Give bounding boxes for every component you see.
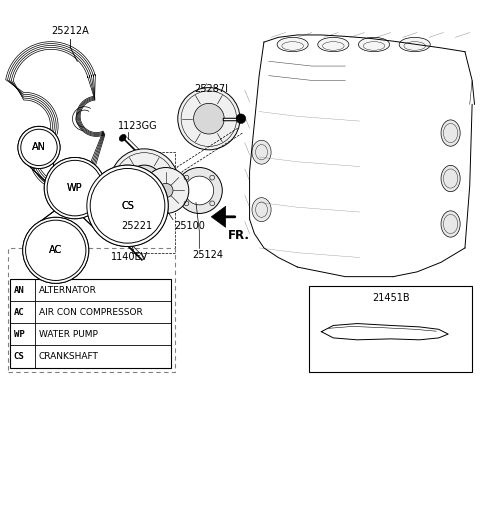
- Circle shape: [90, 168, 165, 243]
- Text: 21451B: 21451B: [372, 294, 409, 303]
- FancyBboxPatch shape: [179, 180, 201, 201]
- Circle shape: [47, 160, 103, 216]
- Text: 25124: 25124: [192, 250, 223, 260]
- Circle shape: [236, 114, 246, 124]
- Text: 1140EV: 1140EV: [111, 252, 148, 262]
- Ellipse shape: [122, 241, 129, 247]
- Circle shape: [90, 168, 165, 243]
- Circle shape: [87, 165, 168, 247]
- Circle shape: [87, 165, 168, 247]
- Circle shape: [23, 217, 89, 283]
- Ellipse shape: [441, 165, 460, 192]
- Text: WP: WP: [67, 183, 83, 193]
- Polygon shape: [211, 207, 226, 227]
- Text: CS: CS: [121, 201, 134, 211]
- Text: AN: AN: [13, 286, 24, 295]
- Text: CS: CS: [121, 201, 134, 211]
- Circle shape: [178, 88, 240, 150]
- Ellipse shape: [120, 134, 126, 141]
- Text: AIR CON COMPRESSOR: AIR CON COMPRESSOR: [39, 308, 143, 317]
- Circle shape: [143, 167, 189, 214]
- Text: FR.: FR.: [228, 229, 250, 242]
- Circle shape: [25, 220, 86, 281]
- Ellipse shape: [441, 211, 460, 237]
- Text: AC: AC: [49, 245, 62, 255]
- Text: 25221: 25221: [121, 221, 153, 231]
- Text: CRANKSHAFT: CRANKSHAFT: [39, 352, 99, 361]
- Circle shape: [21, 129, 57, 166]
- Circle shape: [176, 167, 222, 214]
- Circle shape: [136, 175, 153, 192]
- Text: WATER PUMP: WATER PUMP: [39, 330, 98, 339]
- Text: WP: WP: [67, 183, 83, 193]
- Text: WP: WP: [13, 330, 24, 339]
- Ellipse shape: [252, 140, 271, 164]
- Circle shape: [18, 126, 60, 168]
- Circle shape: [140, 179, 149, 188]
- Circle shape: [21, 129, 57, 166]
- Circle shape: [47, 160, 103, 216]
- Circle shape: [126, 165, 162, 201]
- Circle shape: [23, 217, 89, 283]
- Ellipse shape: [359, 38, 390, 52]
- Text: ALTERNATOR: ALTERNATOR: [39, 286, 97, 295]
- Circle shape: [18, 126, 60, 168]
- Text: 25212A: 25212A: [51, 26, 89, 37]
- Bar: [8, 248, 175, 372]
- Circle shape: [158, 183, 173, 198]
- Text: 25287I: 25287I: [194, 84, 228, 94]
- Text: AN: AN: [32, 143, 46, 152]
- Ellipse shape: [318, 38, 349, 52]
- Bar: [310, 286, 472, 372]
- Text: 25100: 25100: [174, 221, 205, 231]
- Text: 1123GG: 1123GG: [118, 121, 157, 131]
- Circle shape: [44, 158, 106, 219]
- Ellipse shape: [399, 38, 430, 52]
- Ellipse shape: [252, 198, 271, 221]
- Bar: [132, 152, 175, 253]
- Bar: [10, 279, 170, 368]
- Text: AC: AC: [49, 245, 62, 255]
- Text: AC: AC: [13, 308, 24, 317]
- Ellipse shape: [277, 38, 308, 52]
- Text: AN: AN: [32, 143, 46, 152]
- Circle shape: [25, 220, 86, 281]
- Text: CS: CS: [13, 352, 24, 361]
- Circle shape: [185, 176, 214, 205]
- Ellipse shape: [441, 120, 460, 146]
- Circle shape: [44, 158, 106, 219]
- Circle shape: [193, 104, 224, 134]
- Circle shape: [110, 149, 179, 218]
